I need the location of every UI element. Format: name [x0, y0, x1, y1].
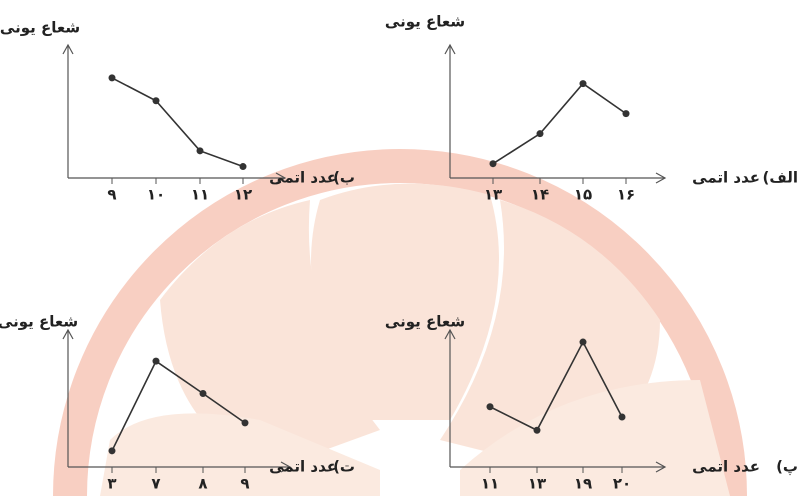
data-line [489, 340, 623, 432]
x-tick-label: ۱۱ [481, 475, 499, 493]
data-point [618, 413, 626, 421]
x-tick-label: ۱۳ [528, 475, 546, 493]
x-tick-label: ۹ [240, 475, 249, 493]
x-tick-label: ۱۶ [617, 186, 635, 204]
data-point [239, 163, 247, 171]
data-point [486, 403, 494, 411]
y-axis-label: شعاع یونی [385, 313, 465, 331]
data-point [579, 80, 587, 88]
x-axis-label: عدد اتمی [269, 169, 337, 187]
x-tick-label: ۱۹ [574, 475, 592, 493]
data-point [241, 419, 249, 427]
chart-label: ت) [333, 458, 355, 476]
x-tick-label: ۱۵ [574, 186, 592, 204]
x-tick-label: ۹ [107, 186, 116, 204]
y-axis-label: شعاع یونی [0, 19, 80, 37]
x-axis-label: عدد اتمی [269, 458, 337, 476]
y-arrow [444, 43, 456, 55]
data-point [108, 447, 116, 455]
y-arrow [62, 328, 74, 340]
x-tick-label: ۳ [107, 475, 116, 493]
data-line [492, 82, 627, 165]
data-point [152, 357, 160, 365]
background-decoration [53, 149, 747, 496]
chart-label: پ) [776, 458, 798, 476]
data-point [199, 390, 207, 397]
data-point [622, 110, 630, 118]
x-tick-label: ۱۱ [191, 186, 209, 204]
y-axis-label: شعاع یونی [385, 13, 465, 31]
data-line [111, 359, 246, 452]
x-tick-label: ۷ [151, 475, 160, 493]
chart-label: ب) [333, 169, 355, 187]
chart-label: الف) [763, 169, 799, 187]
data-point [536, 130, 544, 138]
x-axis-label: عدد اتمی [692, 169, 760, 187]
x-arrow [275, 172, 287, 184]
data-point [579, 338, 587, 346]
y-arrow [62, 43, 74, 55]
y-axis-label: شعاع یونی [0, 313, 78, 331]
x-arrow [655, 461, 667, 473]
x-tick-label: ۱۳ [484, 186, 502, 204]
x-tick-label: ۱۰ [147, 186, 165, 204]
data-point [489, 160, 497, 168]
data-point [533, 426, 541, 434]
y-arrow [444, 328, 456, 340]
x-tick-label: ۱۴ [531, 186, 549, 204]
data-point [152, 97, 160, 105]
x-arrow [280, 461, 292, 473]
data-point [108, 74, 116, 82]
x-tick-label: ۲۰ [613, 475, 631, 493]
x-axis-label: عدد اتمی [692, 458, 760, 476]
x-arrow [655, 172, 667, 184]
data-line [111, 77, 244, 168]
data-point [196, 147, 204, 155]
x-tick-label: ۱۲ [234, 186, 252, 204]
x-tick-label: ۸ [198, 475, 207, 493]
